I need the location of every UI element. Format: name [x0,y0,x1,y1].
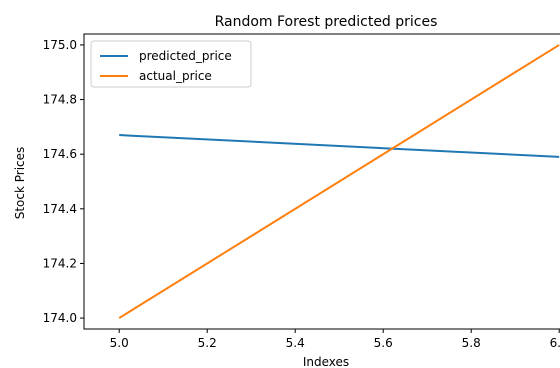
axis-ticks: 5.0 5.2 5.4 5.6 5.8 6.0 174.0 174.2 174.4 174.6 17… [43,38,560,350]
x-tick-label: 5.2 [198,336,217,350]
chart-title: Random Forest predicted prices [215,14,438,30]
legend-box [90,40,252,88]
x-tick-label: 5.4 [286,336,305,350]
series-line-actual-price [118,44,560,319]
x-tick-label: 6.0 [550,336,560,350]
y-tick-label: 175.0 [43,38,77,52]
y-axis-label: Stock Prices [13,147,27,220]
y-tick-label: 174.8 [43,93,77,107]
legend-label-actual-price: actual_price [139,69,212,83]
x-tick-label: 5.8 [462,336,481,350]
legend-label-predicted-price: predicted_price [139,49,232,63]
series-lines [118,44,560,319]
y-tick-label: 174.6 [43,147,77,161]
plot-area-frame [83,33,560,330]
legend: predicted_price actual_price [90,40,252,88]
y-tick-label: 174.4 [43,202,77,216]
y-tick-label: 174.0 [43,311,77,325]
x-axis-label: Indexes [303,355,349,368]
x-tick-label: 5.6 [374,336,393,350]
series-line-predicted-price [119,134,560,158]
x-tick-label: 5.0 [110,336,129,350]
y-tick-label: 174.2 [43,256,77,270]
